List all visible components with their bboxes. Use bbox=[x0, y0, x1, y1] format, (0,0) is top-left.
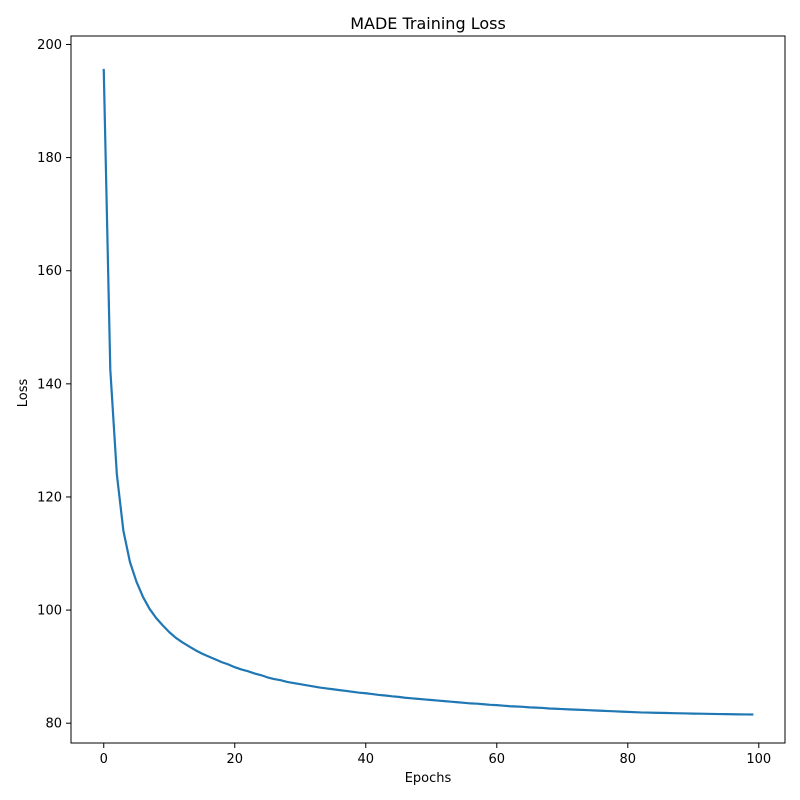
x-tick-label: 0 bbox=[100, 752, 108, 767]
y-tick-label: 200 bbox=[37, 38, 62, 53]
x-axis-ticks: 0 20 40 60 80 100 bbox=[100, 743, 771, 767]
y-tick-label: 80 bbox=[45, 717, 62, 732]
y-tick-label: 120 bbox=[37, 490, 62, 505]
y-tick-label: 140 bbox=[37, 377, 62, 392]
y-tick-label: 100 bbox=[37, 604, 62, 619]
y-tick-label: 160 bbox=[37, 264, 62, 279]
series-line-0 bbox=[102, 68, 754, 716]
x-axis-label: Epochs bbox=[405, 771, 452, 786]
y-axis-ticks: 80 100 120 140 160 180 200 bbox=[37, 38, 71, 732]
x-tick-label: 80 bbox=[620, 752, 637, 767]
x-tick-label: 40 bbox=[357, 752, 374, 767]
y-axis-label: Loss bbox=[16, 379, 31, 408]
y-tick-label: 180 bbox=[37, 151, 62, 166]
axes-frame bbox=[70, 35, 786, 744]
x-tick-label: 60 bbox=[489, 752, 506, 767]
plot-area bbox=[70, 35, 786, 744]
chart-title: MADE Training Loss bbox=[350, 14, 506, 33]
x-tick-label: 100 bbox=[746, 752, 771, 767]
x-tick-label: 20 bbox=[226, 752, 243, 767]
